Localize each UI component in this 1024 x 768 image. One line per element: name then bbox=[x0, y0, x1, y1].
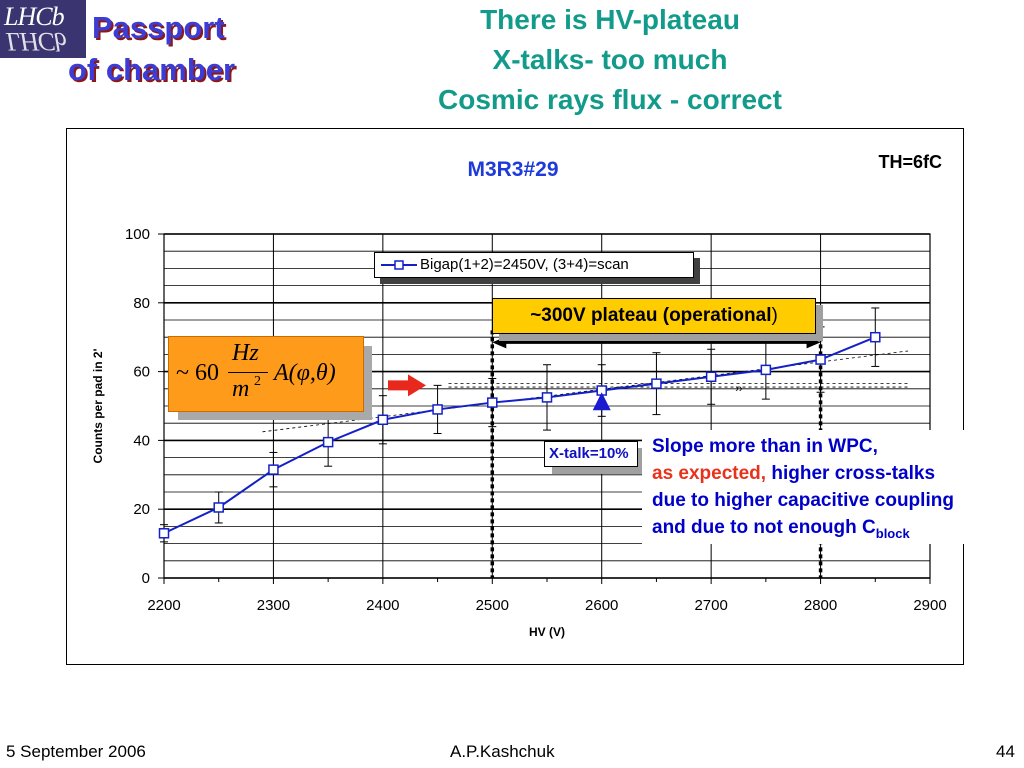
x-tick-label: 2900 bbox=[913, 597, 946, 614]
passport-title-line2: of chamber bbox=[68, 52, 236, 87]
formula-fraction-bar bbox=[228, 372, 268, 373]
data-point bbox=[322, 436, 334, 448]
data-point bbox=[377, 414, 389, 426]
plateau-label-box: ~300V plateau (operational) bbox=[492, 298, 816, 334]
note-line2: as expected, higher cross-talks bbox=[652, 463, 935, 485]
logo-text-reflection: LHCb bbox=[6, 27, 66, 56]
data-point bbox=[487, 397, 498, 408]
y-tick-label: 80 bbox=[133, 295, 150, 312]
data-point bbox=[870, 331, 881, 343]
legend-series-label: Bigap(1+2)=2450V, (3+4)=scan bbox=[420, 256, 629, 273]
data-point bbox=[268, 464, 279, 475]
footer-page-number: 44 bbox=[996, 742, 1015, 761]
note-line3: due to higher capacitive coupling bbox=[652, 490, 954, 511]
formula-prefix: ~ 60 bbox=[176, 360, 219, 386]
plateau-label: 300V plateau (operational bbox=[541, 305, 772, 326]
x-axis-label: HV (V) bbox=[529, 625, 565, 639]
formula-denominator: m bbox=[232, 376, 250, 402]
footer-date: 5 September 2006 bbox=[6, 742, 146, 761]
xtalk-label: X-talk=10% bbox=[544, 441, 638, 467]
y-tick-label: 40 bbox=[133, 432, 150, 449]
x-tick-label: 2800 bbox=[804, 597, 837, 614]
y-tick-label: 60 bbox=[133, 364, 150, 381]
y-tick-label: 0 bbox=[142, 570, 150, 587]
series-line bbox=[163, 336, 876, 535]
x-tick-label: 2200 bbox=[147, 597, 180, 614]
y-tick-label: 100 bbox=[125, 226, 150, 243]
x-tick-label: 2300 bbox=[257, 597, 290, 614]
x-tick-label: 2600 bbox=[585, 597, 618, 614]
y-tick-label: 20 bbox=[133, 501, 150, 518]
data-point bbox=[158, 528, 170, 539]
data-point bbox=[705, 371, 717, 383]
note-red-text: as expected, bbox=[652, 463, 767, 484]
note-blue-text: higher cross-talks bbox=[766, 463, 936, 484]
slide-title-line3: Cosmic rays flux - correct bbox=[438, 84, 782, 115]
data-point bbox=[651, 378, 662, 389]
formula-numerator: Hz bbox=[232, 340, 259, 366]
note-line4-sub: block bbox=[875, 525, 910, 541]
data-point bbox=[760, 364, 772, 376]
formula-exponent: 2 bbox=[254, 374, 261, 389]
footer-author: A.P.Kashchuk bbox=[450, 742, 555, 761]
slope-note: Slope more than in WPC, as expected, hig… bbox=[642, 430, 1016, 544]
corner-label: TH=6fC bbox=[878, 152, 942, 172]
note-line1: Slope more than in WPC, bbox=[652, 436, 878, 457]
x-tick-label: 2500 bbox=[476, 597, 509, 614]
xtalk-marker-icon bbox=[592, 392, 611, 411]
data-point bbox=[432, 404, 443, 415]
logo-text: LHCb bbox=[4, 2, 65, 31]
formula-function: A(φ,θ) bbox=[274, 360, 336, 386]
data-point bbox=[213, 502, 224, 513]
plateau-prefix: ~ bbox=[530, 305, 542, 326]
legend-box bbox=[374, 252, 694, 278]
slide-title-line2: X-talks- too much bbox=[492, 44, 728, 75]
note-line4-text: and due to not enough C bbox=[652, 517, 876, 538]
chart-title: M3R3#29 bbox=[467, 158, 558, 181]
x-tick-label: 2400 bbox=[366, 597, 399, 614]
lhcb-logo: LHCb LHCb bbox=[0, 0, 86, 58]
passport-title-line1: Passport bbox=[92, 10, 225, 45]
note-line4: and due to not enough Cblock bbox=[652, 517, 910, 541]
red-arrow-icon bbox=[388, 374, 426, 397]
formula-box bbox=[168, 336, 364, 412]
plateau-suffix: ) bbox=[771, 305, 778, 326]
data-point bbox=[815, 354, 826, 365]
y-axis-label: Counts per pad in 2' bbox=[91, 348, 105, 463]
slide-title-line1: There is HV-plateau bbox=[480, 4, 740, 35]
x-tick-label: 2700 bbox=[694, 597, 727, 614]
chevron-marks-icon: ›› bbox=[735, 383, 743, 395]
legend-swatch bbox=[381, 260, 417, 270]
data-point bbox=[541, 392, 553, 403]
